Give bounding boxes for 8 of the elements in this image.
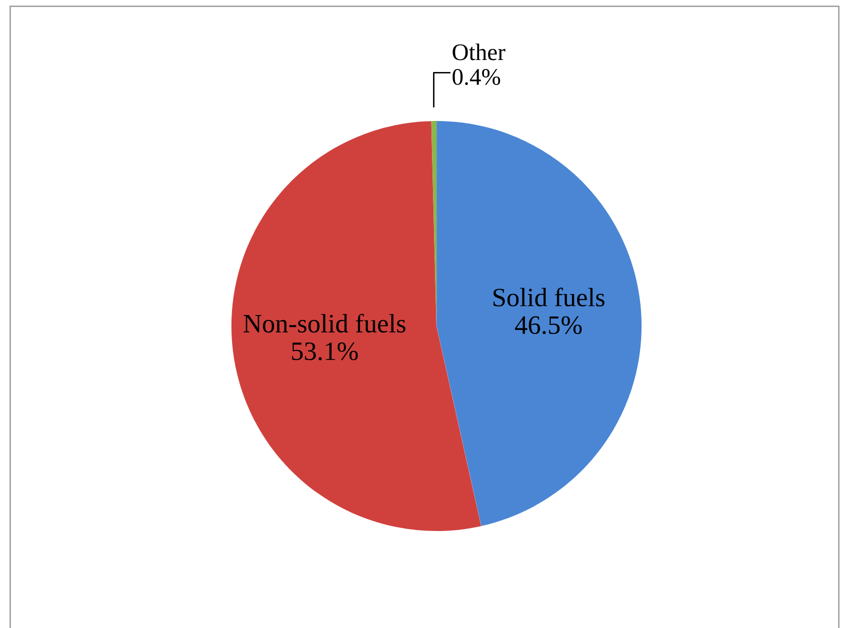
slice-label: Other [452, 44, 506, 60]
pie-slice [436, 120, 642, 526]
slice-label: Non-solid fuels [244, 314, 406, 333]
data-label: 0.4% [452, 68, 500, 86]
pie-slice [231, 121, 482, 531]
data-label: 53.1% [292, 342, 358, 360]
data-label: 46.5% [515, 316, 582, 334]
slice-label: Solid fuels [494, 288, 604, 306]
